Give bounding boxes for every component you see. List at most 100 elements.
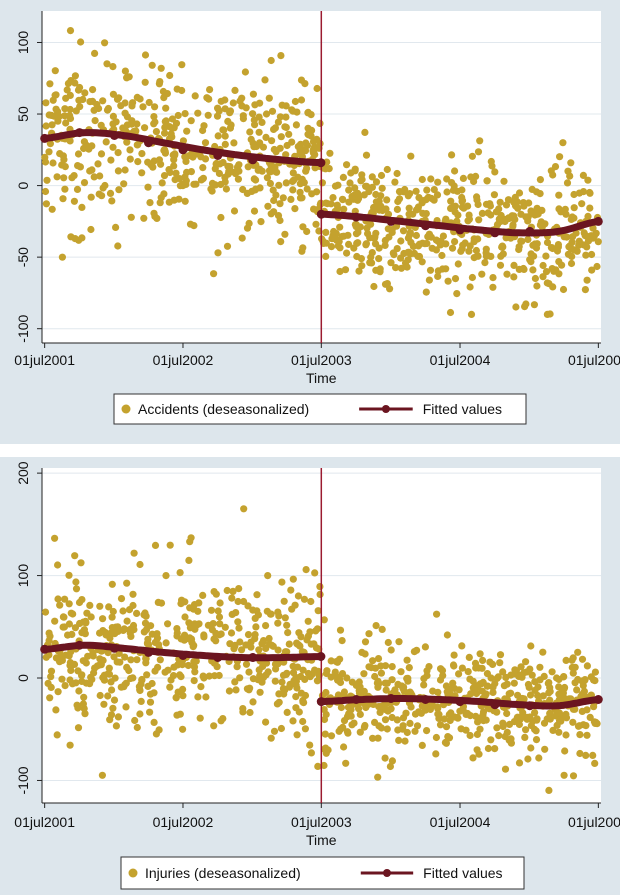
scatter-point [249,698,257,706]
scatter-point [112,223,120,231]
scatter-point [527,642,535,650]
scatter-point [340,743,348,751]
scatter-point [493,221,502,229]
scatter-point [582,251,590,259]
scatter-point [401,185,409,194]
scatter-point [51,67,59,75]
scatter-point [468,152,476,160]
scatter-point [540,719,549,727]
scatter-point [51,534,59,542]
scatter-point [336,678,345,687]
scatter-point [59,195,67,203]
scatter-point [64,79,72,88]
scatter-point [214,132,222,140]
scatter-point [434,178,442,186]
scatter-point [299,244,307,252]
scatter-point [210,722,218,730]
scatter-point [278,578,286,586]
scatter-point [84,652,92,660]
fitted-point [109,131,119,140]
scatter-point [173,629,181,637]
scatter-point [108,686,116,694]
scatter-point [393,205,401,213]
scatter-point [219,158,227,167]
scatter-point [533,282,541,290]
scatter-point [192,657,200,665]
scatter-point [245,668,253,676]
x-axis-title: Time [306,370,337,386]
scatter-point [360,191,368,199]
scatter-point [536,176,545,184]
scatter-point [137,697,145,705]
scatter-point [44,679,52,687]
scatter-point [161,129,169,137]
scatter-point [355,267,363,275]
scatter-point [65,600,73,608]
legend-box [120,856,525,890]
scatter-point [496,659,504,667]
x-tick-label: 01jul2005 [568,814,620,830]
scatter-point [217,630,225,638]
scatter-point [536,663,544,671]
scatter-point [372,622,380,630]
scatter-point [270,208,278,216]
scatter-point [309,149,318,157]
scatter-point [46,694,54,702]
scatter-point [123,121,131,129]
scatter-point [262,110,271,118]
scatter-point [246,708,254,717]
scatter-point [229,587,237,595]
scatter-point [117,595,126,603]
scatter-point [322,688,330,697]
scatter-point [591,759,599,767]
scatter-point [258,640,266,648]
scatter-point [85,145,93,153]
scatter-point [496,651,505,659]
scatter-point [277,133,285,141]
scatter-point [376,268,384,276]
scatter-point [368,173,376,181]
scatter-point [340,717,349,725]
scatter-point [144,641,153,649]
scatter-point [91,49,99,58]
scatter-point [200,122,208,130]
scatter-point [306,741,314,749]
scatter-point [122,703,130,711]
scatter-point [435,714,443,722]
scatter-point [121,109,129,117]
scatter-point [191,92,199,100]
scatter-point [197,153,205,161]
scatter-point [311,164,319,172]
x-tick-label: 01jul2003 [291,352,352,368]
scatter-point [316,583,324,591]
scatter-point [511,202,520,210]
scatter-point [217,213,225,222]
scatter-point [338,670,347,678]
scatter-point [157,160,165,168]
scatter-point [138,150,146,158]
scatter-point [271,163,279,171]
scatter-point [594,238,602,246]
scatter-point [76,103,84,111]
scatter-point [502,234,510,242]
scatter-point [561,747,569,755]
scatter-point [121,166,129,174]
scatter-point [517,663,525,671]
scatter-point [345,710,353,718]
scatter-point [457,725,465,733]
scatter-point [270,196,278,205]
scatter-point [111,674,119,682]
scatter-point [562,656,570,664]
scatter-point [546,696,554,704]
scatter-point [78,671,86,679]
scatter-point [532,188,541,196]
scatter-point [186,604,194,612]
scatter-point [63,86,71,94]
scatter-point [281,123,289,131]
scatter-point [433,191,442,199]
scatter-point [504,196,513,204]
scatter-point [275,181,283,189]
scatter-point [247,643,255,651]
scatter-point [291,205,299,213]
scatter-point [352,221,360,229]
